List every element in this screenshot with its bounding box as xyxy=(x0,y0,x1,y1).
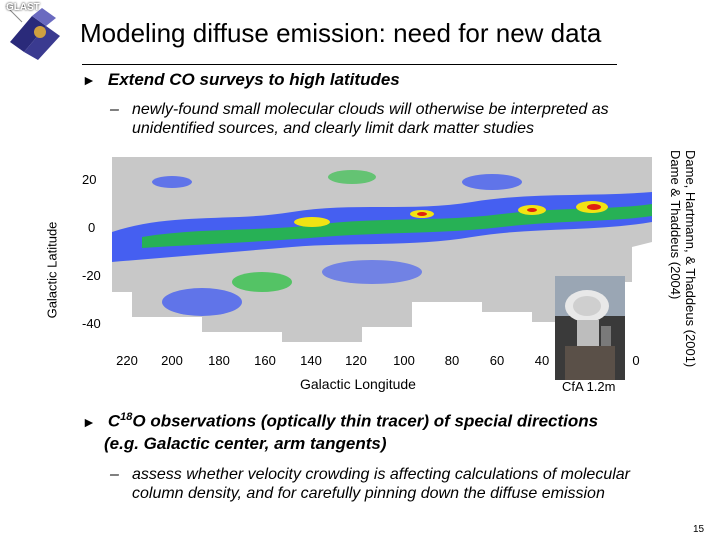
x-tick: 60 xyxy=(489,353,505,368)
y-axis-label: Galactic Latitude xyxy=(44,221,60,319)
x-tick: 180 xyxy=(208,353,230,368)
credit-line-1: Dame, Hartmann, & Thaddeus (2001) xyxy=(683,150,698,368)
y-tick: -20 xyxy=(82,268,101,283)
x-tick: 80 xyxy=(444,353,460,368)
glast-logo: GLAST xyxy=(2,2,72,62)
bullet-extend-co: ► Extend CO surveys to high latitudes xyxy=(82,70,400,90)
dash-marker: – xyxy=(110,101,119,118)
dash-marker: – xyxy=(110,466,119,483)
x-tick: 40 xyxy=(534,353,550,368)
x-tick: 220 xyxy=(116,353,138,368)
page-number: 15 xyxy=(693,524,705,535)
bullet-arrow-icon: ► xyxy=(82,72,96,88)
x-tick: 120 xyxy=(345,353,367,368)
c18o-sup: 18 xyxy=(120,411,133,423)
x-tick: 140 xyxy=(300,353,322,368)
credit-line-2: Dame & Thaddeus (2004) xyxy=(668,150,683,300)
sub-bullet-text: assess whether velocity crowding is affe… xyxy=(132,466,631,502)
x-tick: 100 xyxy=(393,353,415,368)
x-tick: 160 xyxy=(254,353,276,368)
slide-title: Modeling diffuse emission: need for new … xyxy=(80,18,602,48)
sub-bullet-clouds: – newly-found small molecular clouds wil… xyxy=(110,100,672,138)
x-tick: 0 xyxy=(632,353,640,368)
figure-credit: Dame, Hartmann, & Thaddeus (2001) Dame &… xyxy=(662,150,698,380)
y-tick: 20 xyxy=(82,172,97,187)
sub-bullet-text: newly-found small molecular clouds will … xyxy=(132,101,609,137)
bullet-c18o: ► C18O observations (optically thin trace… xyxy=(82,407,702,454)
c18o-c: C xyxy=(107,411,121,431)
bullet-text-line1: O observations (optically thin tracer) o… xyxy=(132,411,599,431)
bullet-text: Extend CO surveys to high latitudes xyxy=(107,70,400,89)
telescope-photo xyxy=(555,276,625,380)
photo-caption: CfA 1.2m xyxy=(562,379,616,394)
bullet-arrow-icon: ► xyxy=(82,413,96,430)
title-rule xyxy=(82,64,617,65)
x-axis-label: Galactic Longitude xyxy=(300,376,416,392)
y-tick: 0 xyxy=(88,220,96,235)
sub-bullet-velocity: – assess whether velocity crowding is af… xyxy=(110,465,672,503)
logo-text: GLAST xyxy=(6,2,40,13)
x-tick: 200 xyxy=(161,353,183,368)
y-tick: -40 xyxy=(82,316,101,331)
bullet-text-line2: (e.g. Galactic center, arm tangents) xyxy=(104,433,387,453)
map-emission xyxy=(112,170,652,316)
